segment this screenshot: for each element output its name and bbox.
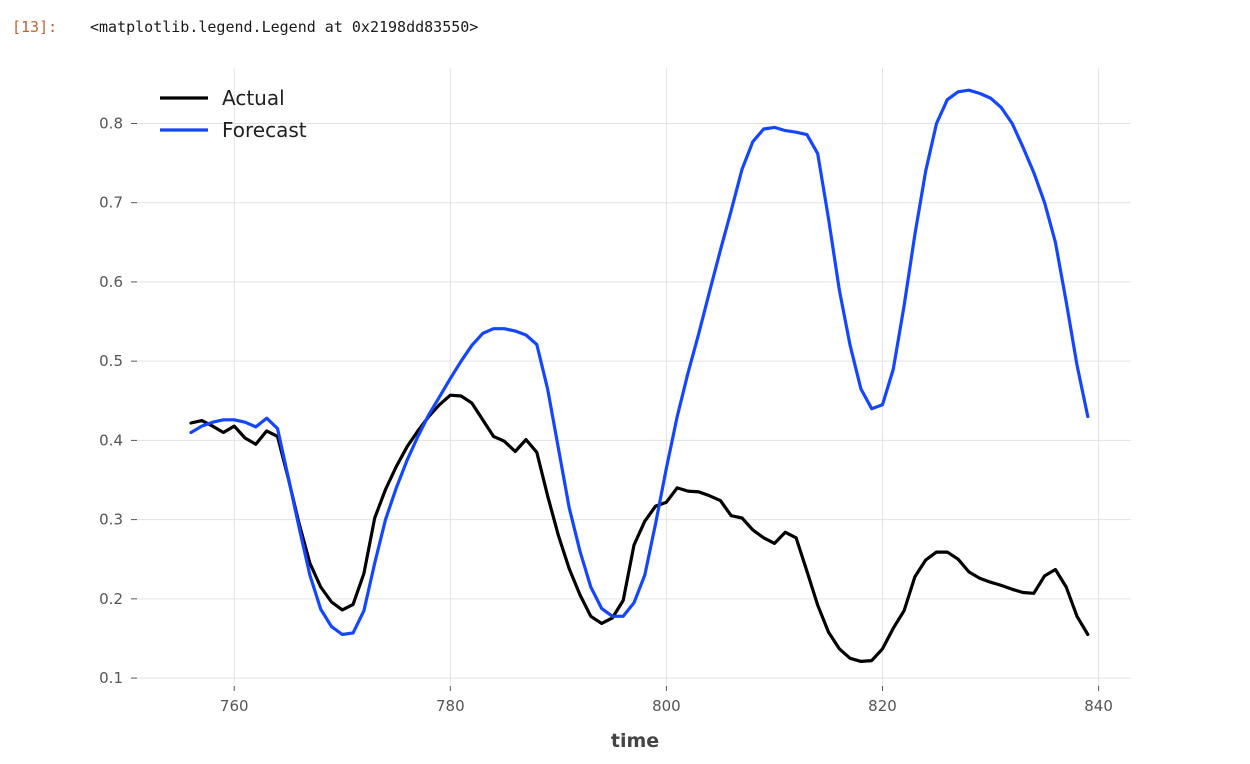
- y-tick-label: 0.2: [99, 590, 123, 608]
- cell-output-text: <matplotlib.legend.Legend at 0x2198dd835…: [90, 18, 479, 36]
- x-tick-label: 820: [868, 697, 897, 715]
- execution-count-prompt: [13]:: [12, 18, 58, 36]
- series-line-actual: [189, 393, 1090, 664]
- legend-label-forecast: Forecast: [222, 118, 307, 142]
- x-tick-label: 800: [652, 697, 681, 715]
- output-cell: [13]: <matplotlib.legend.Legend at 0x219…: [0, 18, 1250, 42]
- x-axis-label: time: [611, 730, 659, 752]
- grid-lines: [137, 68, 1131, 686]
- x-tick-label: 760: [220, 697, 249, 715]
- x-tick-label: 840: [1084, 697, 1113, 715]
- series-line-forecast: [189, 88, 1090, 637]
- y-tick-label: 0.5: [99, 352, 123, 370]
- legend: Actual Forecast: [160, 86, 307, 142]
- axis-ticks: 760 780 800 820 840 0.1 0.2 0.3 0.4 0.5 0.6 0.7 0.8: [99, 114, 1113, 715]
- legend-label-actual: Actual: [222, 86, 285, 110]
- x-tick-label: 780: [436, 697, 465, 715]
- series-lines: [189, 88, 1090, 664]
- y-tick-label: 0.3: [99, 511, 123, 529]
- y-tick-label: 0.8: [99, 114, 123, 132]
- y-tick-label: 0.1: [99, 669, 123, 687]
- y-tick-label: 0.7: [99, 194, 123, 212]
- y-tick-label: 0.4: [99, 431, 123, 449]
- y-tick-label: 0.6: [99, 273, 123, 291]
